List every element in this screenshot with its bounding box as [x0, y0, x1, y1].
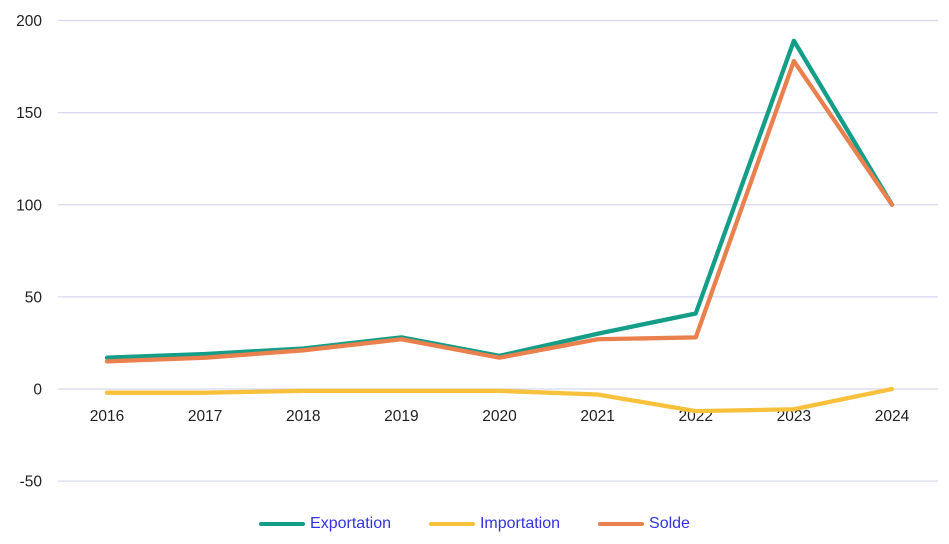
x-tick-label: 2017 [188, 408, 222, 425]
x-tick-label: 2021 [580, 408, 614, 425]
legend-item-solde: Solde [598, 514, 690, 534]
x-tick-label: 2023 [777, 408, 811, 425]
legend-swatch-solde [598, 521, 645, 527]
legend-swatch-exportation [259, 521, 306, 527]
legend-item-exportation: Exportation [259, 514, 391, 534]
series-line-importation [104, 386, 895, 414]
y-tick-label: -50 [20, 474, 43, 491]
legend-swatch-importation [428, 521, 475, 527]
y-tick-label: 50 [25, 289, 43, 306]
legend-label-importation: Importation [479, 515, 561, 532]
x-tick-label: 2018 [286, 408, 320, 425]
legend-label-exportation: Exportation [310, 515, 391, 532]
chart-legend: Exportation Importation Solde [0, 514, 949, 534]
legend-item-importation: Importation [428, 514, 561, 534]
series-line-exportation [104, 38, 895, 360]
y-tick-label: 0 [33, 382, 42, 399]
legend-label-solde: Solde [649, 515, 690, 532]
x-tick-label: 2024 [875, 408, 910, 425]
x-tick-label: 2019 [384, 408, 418, 425]
x-tick-label: 2016 [90, 408, 124, 425]
y-tick-label: 150 [16, 105, 42, 122]
y-tick-label: 200 [16, 13, 42, 30]
y-tick-label: 100 [16, 197, 42, 214]
series-line-solde [104, 58, 895, 364]
x-tick-label: 2020 [482, 408, 517, 425]
